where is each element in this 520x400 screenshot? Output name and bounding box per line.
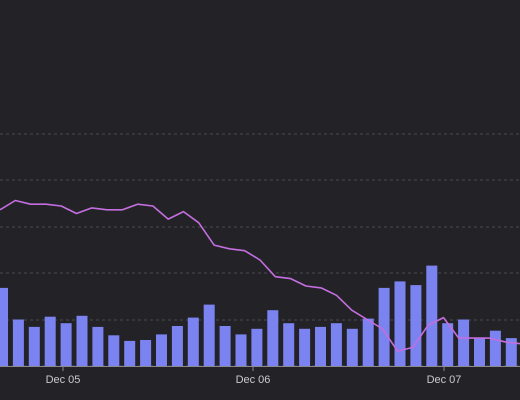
bar-series xyxy=(0,265,517,366)
bar xyxy=(140,340,152,366)
bar xyxy=(60,323,72,366)
bar xyxy=(108,335,120,366)
line-series xyxy=(0,199,520,352)
x-tick-label-dec-07: Dec 07 xyxy=(427,374,462,386)
bar xyxy=(426,265,438,366)
bar xyxy=(92,326,104,366)
line-path xyxy=(0,199,520,352)
bar xyxy=(378,287,390,366)
bar xyxy=(124,340,136,366)
bar xyxy=(28,326,40,366)
bar xyxy=(346,328,358,366)
bar xyxy=(251,328,263,366)
bar xyxy=(203,304,215,366)
bar xyxy=(505,338,517,366)
bar xyxy=(299,328,311,366)
bar xyxy=(489,330,501,366)
bar xyxy=(394,281,406,366)
bar xyxy=(12,319,24,366)
bar xyxy=(442,323,454,366)
bar xyxy=(315,326,326,366)
bar xyxy=(44,316,56,366)
bar xyxy=(0,287,8,366)
bar xyxy=(187,317,199,366)
bar xyxy=(410,285,422,366)
x-tick-label-dec-06: Dec 06 xyxy=(236,374,271,386)
bar xyxy=(156,334,167,366)
bar xyxy=(474,338,485,366)
bar xyxy=(267,310,279,366)
bar xyxy=(219,326,231,366)
bar xyxy=(76,315,88,366)
bar xyxy=(283,323,295,366)
x-tick-label-dec-05: Dec 05 xyxy=(46,374,81,386)
bar xyxy=(171,326,183,366)
bar xyxy=(235,334,247,366)
x-axis-ticks: Dec 05 Dec 06 Dec 07 xyxy=(46,366,462,386)
bar xyxy=(458,319,470,366)
bar xyxy=(362,318,374,366)
bar xyxy=(330,323,342,366)
